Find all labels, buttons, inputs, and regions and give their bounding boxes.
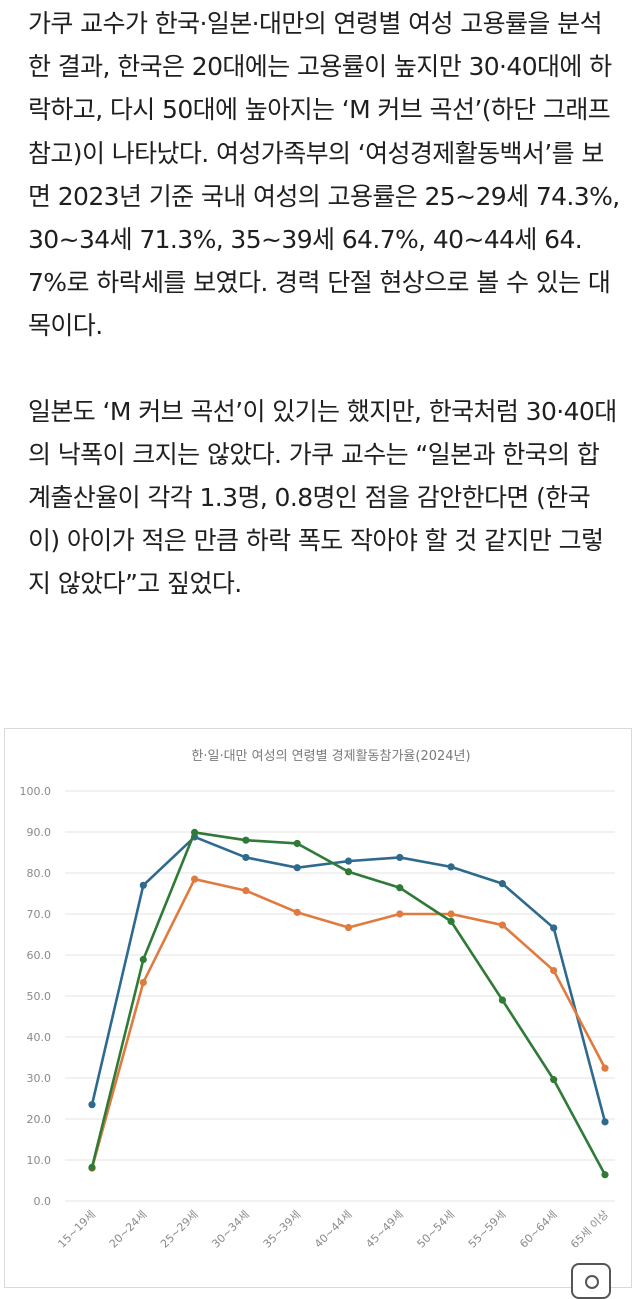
- y-tick-label: 50.0: [27, 990, 52, 1003]
- lens-search-icon[interactable]: [571, 1263, 611, 1299]
- data-point: [242, 853, 250, 862]
- data-point: [550, 1076, 558, 1084]
- data-point: [293, 864, 301, 872]
- data-point: [191, 875, 199, 883]
- data-point: [242, 887, 250, 895]
- data-point: [293, 839, 301, 848]
- data-point: [139, 881, 147, 889]
- data-point: [498, 880, 506, 888]
- y-tick-label: 100.0: [20, 785, 52, 798]
- data-point: [88, 1163, 96, 1171]
- data-point: [447, 863, 455, 871]
- y-tick-label: 80.0: [27, 867, 52, 880]
- y-tick-label: 60.0: [27, 949, 52, 962]
- x-tick-label: 55~59세: [466, 1208, 509, 1251]
- data-point: [498, 996, 506, 1004]
- data-point: [139, 955, 147, 964]
- data-point: [242, 836, 250, 844]
- data-point: [550, 924, 558, 932]
- data-point: [344, 868, 353, 876]
- data-point: [498, 921, 506, 929]
- article-body: 가쿠 교수가 한국·일본·대만의 연령별 여성 고용률을 분석한 결과, 한국은…: [28, 2, 620, 606]
- y-tick-label: 20.0: [27, 1113, 52, 1126]
- series-line: [90, 835, 607, 1124]
- chart-title: 한·일·대만 여성의 연령별 경제활동참가율(2024년): [191, 749, 470, 764]
- article-paragraph-2: 일본도 ‘M 커브 곡선’이 있기는 했지만, 한국처럼 30·40대의 낙폭이…: [28, 396, 617, 599]
- line-chart: 한·일·대만 여성의 연령별 경제활동참가율(2024년) 0.0 10.0 20.…: [20, 749, 615, 1251]
- y-tick-label: 10.0: [27, 1154, 52, 1167]
- data-point: [139, 978, 147, 987]
- data-point: [447, 910, 455, 918]
- data-point: [447, 917, 455, 925]
- x-tick-label: 15~19세: [55, 1208, 98, 1251]
- data-point: [344, 923, 353, 932]
- y-tick-label: 40.0: [27, 1031, 52, 1044]
- article-paragraph-1: 가쿠 교수가 한국·일본·대만의 연령별 여성 고용률을 분석한 결과, 한국은…: [28, 9, 620, 341]
- x-tick-label: 35~39세: [261, 1208, 304, 1251]
- x-tick-label: 60~64세: [517, 1208, 560, 1251]
- y-tick-label: 70.0: [27, 908, 52, 921]
- data-point: [396, 853, 404, 862]
- data-point: [88, 1101, 96, 1109]
- data-point: [293, 908, 301, 916]
- data-point: [396, 910, 404, 918]
- x-tick-label: 40~44세: [312, 1208, 355, 1251]
- data-point: [344, 857, 353, 865]
- x-tick-label: 25~29세: [158, 1208, 201, 1251]
- data-point: [550, 966, 558, 975]
- data-point: [396, 884, 404, 892]
- series-line: [90, 877, 607, 1170]
- x-tick-label: 20~24세: [107, 1208, 150, 1251]
- series-line: [90, 831, 607, 1177]
- data-point: [601, 1064, 609, 1072]
- x-tick-label: 45~49세: [363, 1208, 406, 1251]
- x-tick-label: 50~54세: [415, 1208, 458, 1251]
- x-tick-label: 65세 이상: [568, 1208, 611, 1251]
- data-point: [601, 1171, 609, 1179]
- y-tick-label: 0.0: [34, 1195, 52, 1208]
- data-point: [601, 1118, 609, 1126]
- x-tick-label: 30~34세: [209, 1208, 252, 1251]
- y-tick-label: 30.0: [27, 1072, 52, 1085]
- chart-image[interactable]: 한·일·대만 여성의 연령별 경제활동참가율(2024년) 0.0 10.0 20.…: [4, 728, 632, 1299]
- data-point: [191, 828, 199, 837]
- y-tick-label: 90.0: [27, 826, 52, 839]
